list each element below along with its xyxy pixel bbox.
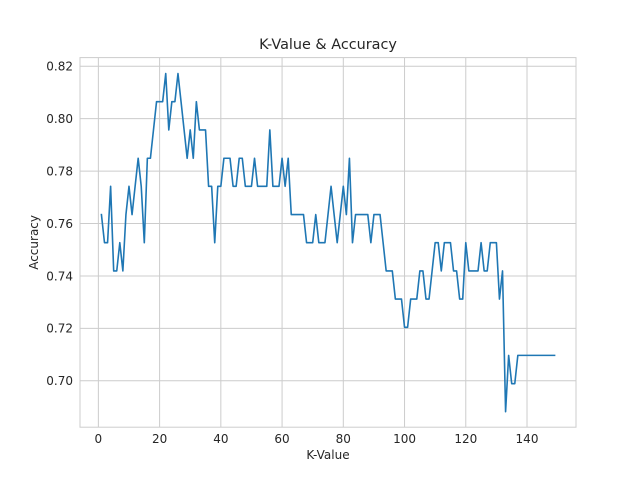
plot-area [79, 57, 577, 428]
y-tick-label: 0.76 [46, 217, 73, 231]
chart-title: K-Value & Accuracy [259, 37, 397, 53]
x-tick-label: 0 [95, 432, 103, 446]
x-tick-label: 60 [274, 432, 289, 446]
grid-lines [80, 57, 576, 428]
y-tick-label: 0.70 [46, 374, 73, 388]
series-layer [100, 72, 556, 413]
y-tick-label: 0.72 [46, 322, 73, 336]
y-tick-label: 0.80 [46, 112, 73, 126]
x-tick-label: 100 [393, 432, 416, 446]
x-tick-label: 120 [454, 432, 477, 446]
y-axis-label: Accuracy [27, 215, 41, 270]
x-axis-label: K-Value [306, 448, 349, 462]
x-tick-label: 140 [516, 432, 539, 446]
x-tick-label: 80 [336, 432, 351, 446]
y-tick-label: 0.78 [46, 164, 73, 178]
tick-labels: 0 20 40 60 80 100 120 140 0.70 0.72 0.74 0.76 0.78 0.… [46, 60, 538, 447]
y-tick-label: 0.82 [46, 60, 73, 74]
y-tick-label: 0.74 [46, 269, 73, 283]
x-tick-label: 20 [152, 432, 167, 446]
x-tick-label: 40 [213, 432, 228, 446]
accuracy-series-line [100, 72, 556, 413]
